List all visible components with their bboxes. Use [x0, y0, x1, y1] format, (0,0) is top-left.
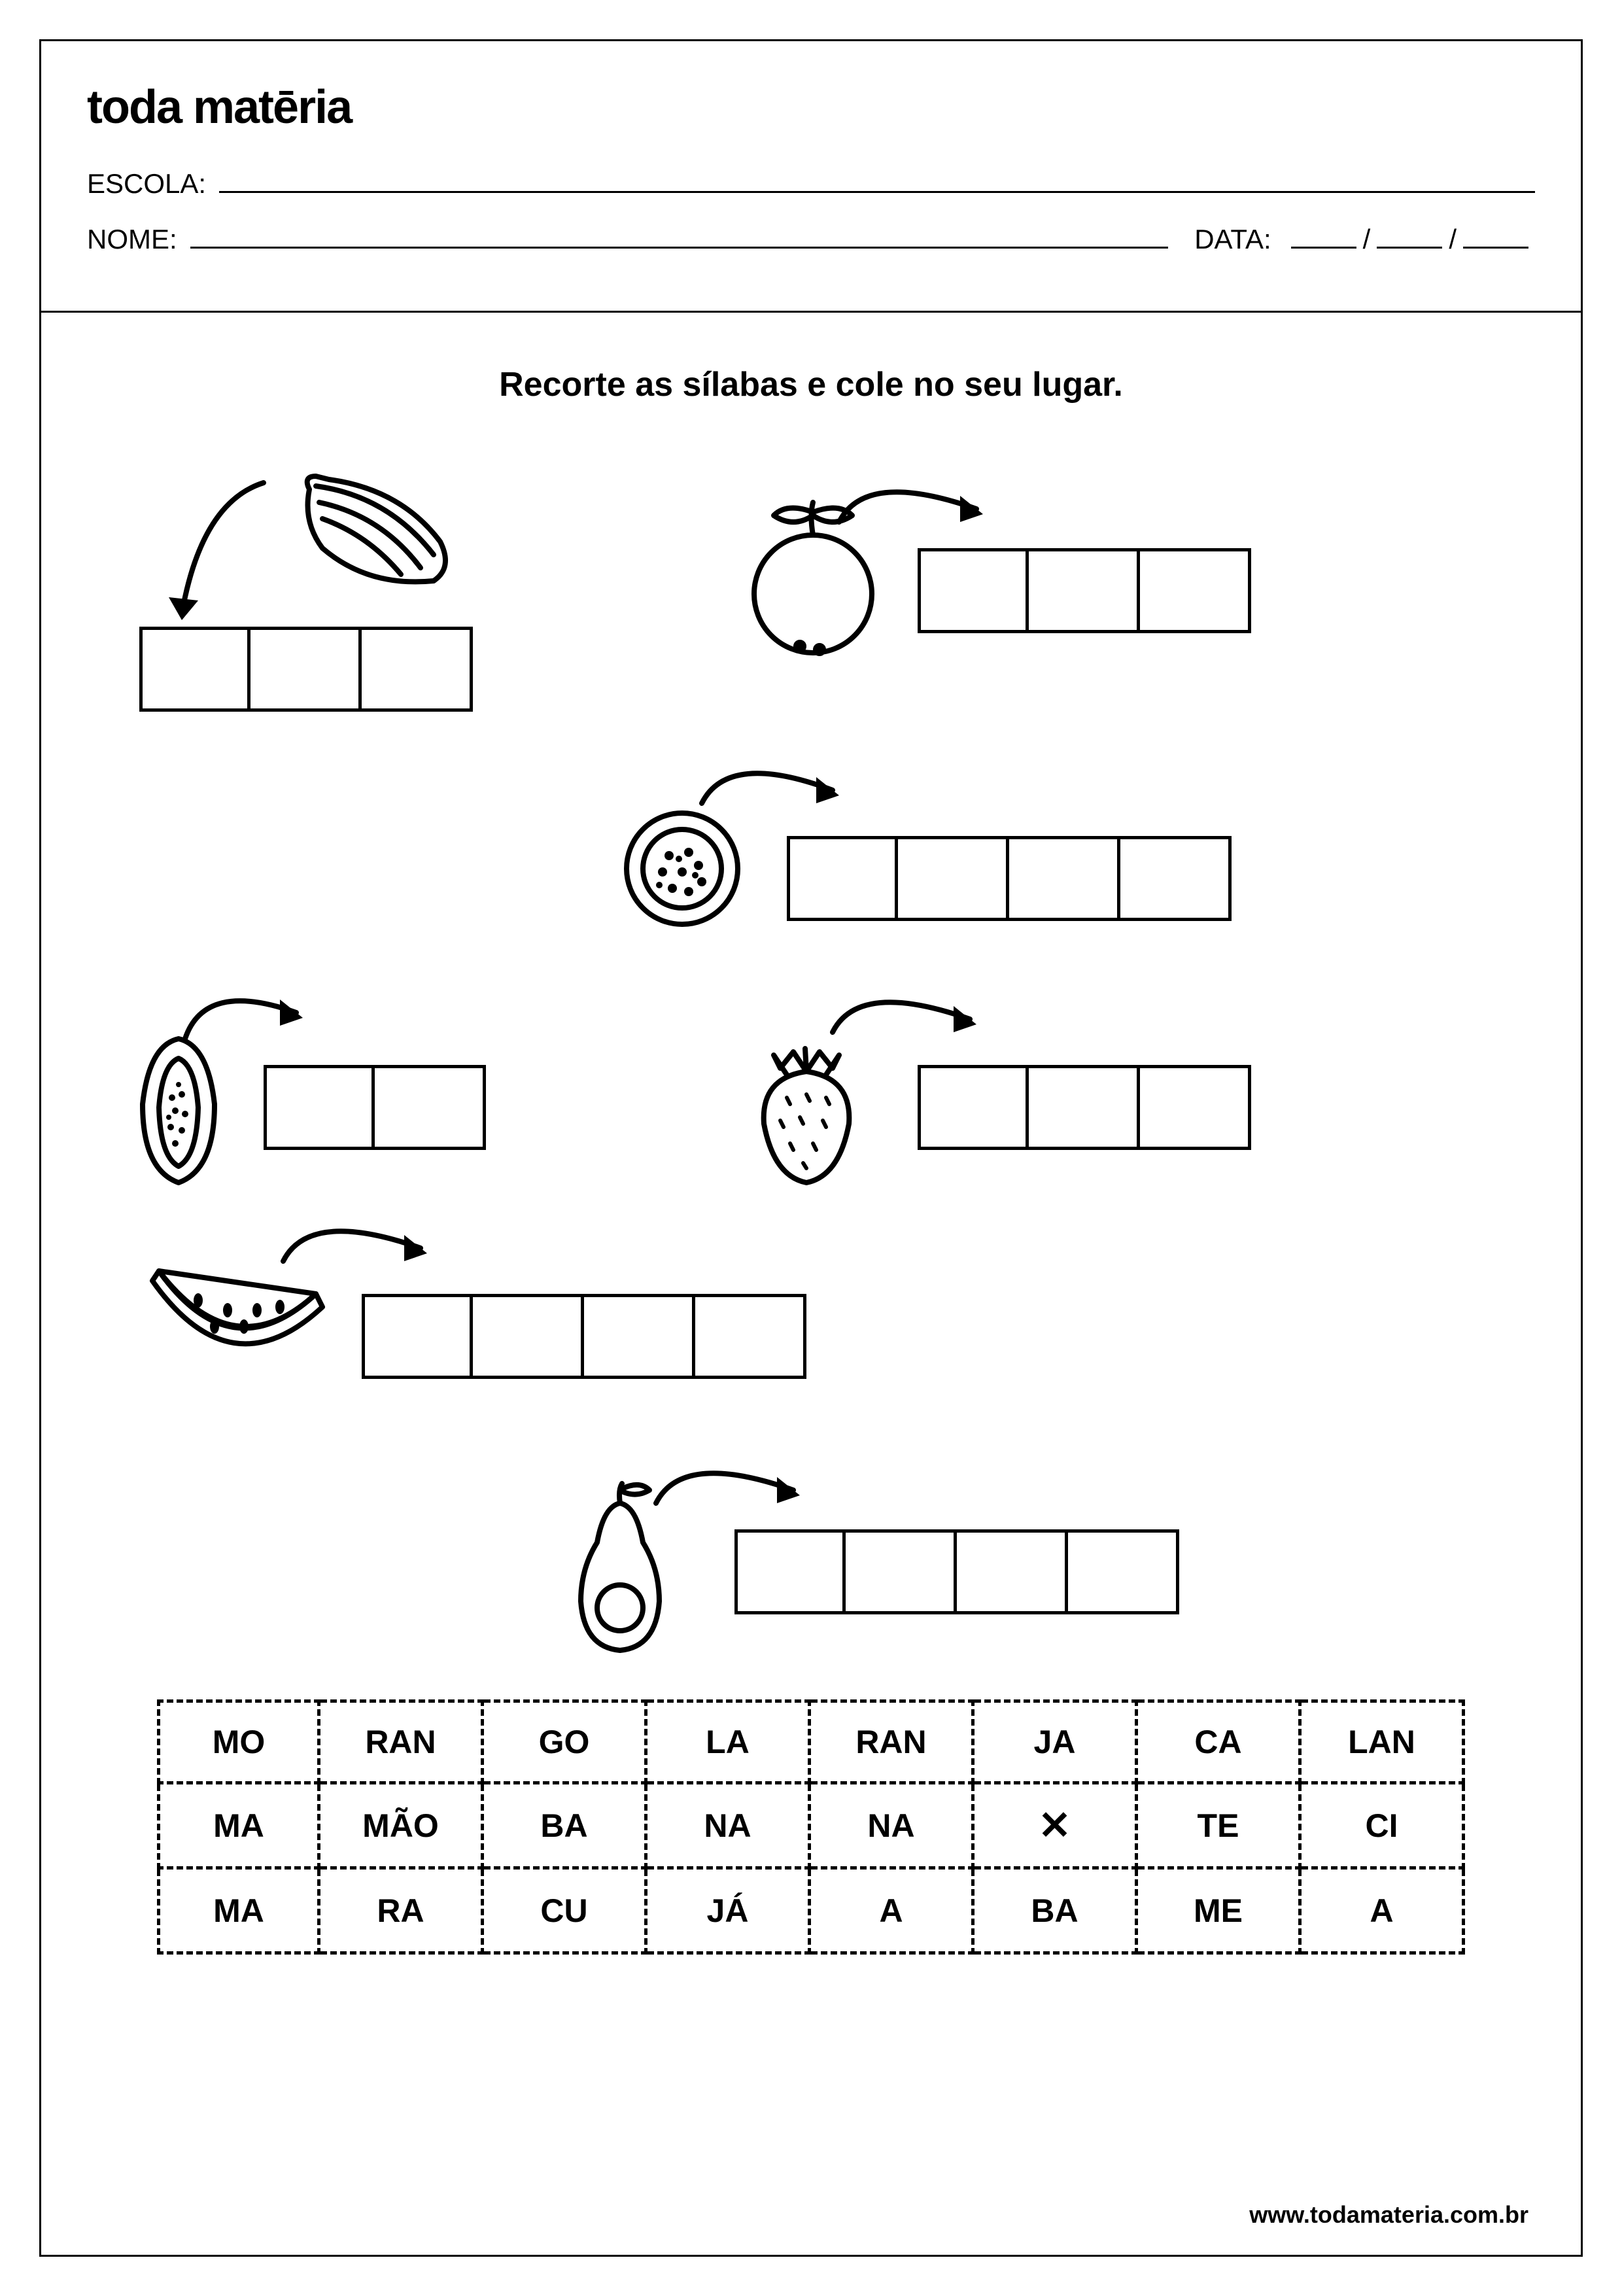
syllable-box[interactable] — [846, 1529, 957, 1614]
date-day[interactable] — [1291, 222, 1356, 249]
worksheet-page: toda matēria ESCOLA: NOME: DATA: / / Rec… — [39, 39, 1583, 2257]
nome-label: NOME: — [87, 224, 177, 255]
syllable-cell[interactable]: JA — [975, 1699, 1138, 1784]
syllable-box[interactable] — [1009, 836, 1120, 921]
syllable-cell[interactable]: CA — [1138, 1699, 1302, 1784]
banana-icon — [270, 457, 479, 607]
abacate-boxes — [734, 1529, 1179, 1614]
syllable-cell[interactable]: MÃO — [320, 1784, 484, 1870]
syllable-box[interactable] — [898, 836, 1009, 921]
syllable-box[interactable] — [1140, 548, 1251, 633]
arrow-icon — [820, 967, 1003, 1065]
syllable-box[interactable] — [139, 627, 250, 712]
syllable-box[interactable] — [362, 1294, 473, 1379]
syllable-cell[interactable]: LA — [647, 1699, 811, 1784]
syllable-box[interactable] — [362, 627, 473, 712]
arrow-icon — [689, 738, 859, 836]
syllable-cell[interactable]: GO — [484, 1699, 647, 1784]
activity-area — [100, 457, 1522, 1699]
instruction: Recorte as sílabas e cole no seu lugar. — [100, 365, 1522, 404]
date-sep-2: / — [1449, 224, 1457, 255]
syllable-box[interactable] — [375, 1065, 486, 1150]
syllable-cell[interactable]: CI — [1302, 1784, 1465, 1870]
syllable-cell[interactable]: A — [1302, 1870, 1465, 1955]
syllable-cell[interactable]: NA — [811, 1784, 975, 1870]
syllable-cell[interactable]: RAN — [320, 1699, 484, 1784]
content: Recorte as sílabas e cole no seu lugar. — [41, 313, 1581, 1981]
syllable-cell[interactable]: RA — [320, 1870, 484, 1955]
maracuja-boxes — [787, 836, 1232, 921]
nome-row: NOME: DATA: / / — [87, 222, 1535, 255]
arrow-icon — [270, 1196, 453, 1287]
syllable-cell[interactable]: RAN — [811, 1699, 975, 1784]
header: toda matēria ESCOLA: NOME: DATA: / / — [41, 41, 1581, 313]
arrow-icon — [643, 1438, 826, 1529]
syllable-box[interactable] — [734, 1529, 846, 1614]
melancia-boxes — [362, 1294, 806, 1379]
laranja-boxes — [918, 548, 1251, 633]
syllable-row: MA RA CU JÁ A BA ME A — [157, 1870, 1465, 1955]
syllable-box[interactable] — [918, 548, 1029, 633]
syllable-cell[interactable]: A — [811, 1870, 975, 1955]
escola-row: ESCOLA: — [87, 167, 1535, 200]
syllable-box[interactable] — [1029, 1065, 1140, 1150]
syllable-cell[interactable]: BA — [975, 1870, 1138, 1955]
syllable-cell[interactable]: MA — [157, 1784, 320, 1870]
syllable-grid: MO RAN GO LA RAN JA CA LAN MA MÃO BA NA … — [157, 1699, 1465, 1955]
arrow-icon — [826, 457, 1009, 555]
mamao-boxes — [264, 1065, 486, 1150]
syllable-box[interactable] — [695, 1294, 806, 1379]
syllable-row: MA MÃO BA NA NA ✕ TE CI — [157, 1784, 1465, 1870]
syllable-box[interactable] — [1120, 836, 1232, 921]
date-year[interactable] — [1463, 222, 1528, 249]
syllable-row: MO RAN GO LA RAN JA CA LAN — [157, 1699, 1465, 1784]
arrow-icon — [149, 463, 280, 646]
syllable-box[interactable] — [584, 1294, 695, 1379]
syllable-box[interactable] — [473, 1294, 584, 1379]
syllable-box[interactable] — [250, 627, 362, 712]
data-label: DATA: — [1194, 224, 1271, 255]
escola-label: ESCOLA: — [87, 168, 206, 200]
date-sep-1: / — [1363, 224, 1371, 255]
syllable-box[interactable] — [787, 836, 898, 921]
logo: toda matēria — [87, 80, 1535, 134]
nome-line[interactable] — [190, 222, 1169, 249]
banana-boxes — [139, 627, 473, 712]
syllable-cell[interactable]: LAN — [1302, 1699, 1465, 1784]
date-month[interactable] — [1377, 222, 1442, 249]
syllable-box[interactable] — [1068, 1529, 1179, 1614]
morango-boxes — [918, 1065, 1251, 1150]
syllable-cell[interactable]: TE — [1138, 1784, 1302, 1870]
syllable-cell[interactable]: ME — [1138, 1870, 1302, 1955]
syllable-box[interactable] — [264, 1065, 375, 1150]
syllable-cell[interactable]: NA — [647, 1784, 811, 1870]
arrow-icon — [172, 967, 322, 1058]
syllable-box[interactable] — [918, 1065, 1029, 1150]
syllable-cell[interactable]: JÁ — [647, 1870, 811, 1955]
syllable-cell[interactable]: BA — [484, 1784, 647, 1870]
syllable-cell-x[interactable]: ✕ — [975, 1784, 1138, 1870]
syllable-box[interactable] — [957, 1529, 1068, 1614]
syllable-cell[interactable]: MO — [157, 1699, 320, 1784]
syllable-cell[interactable]: MA — [157, 1870, 320, 1955]
escola-line[interactable] — [219, 167, 1535, 193]
footer-url: www.todamateria.com.br — [1249, 2201, 1528, 2229]
syllable-box[interactable] — [1029, 548, 1140, 633]
syllable-cell[interactable]: CU — [484, 1870, 647, 1955]
syllable-box[interactable] — [1140, 1065, 1251, 1150]
